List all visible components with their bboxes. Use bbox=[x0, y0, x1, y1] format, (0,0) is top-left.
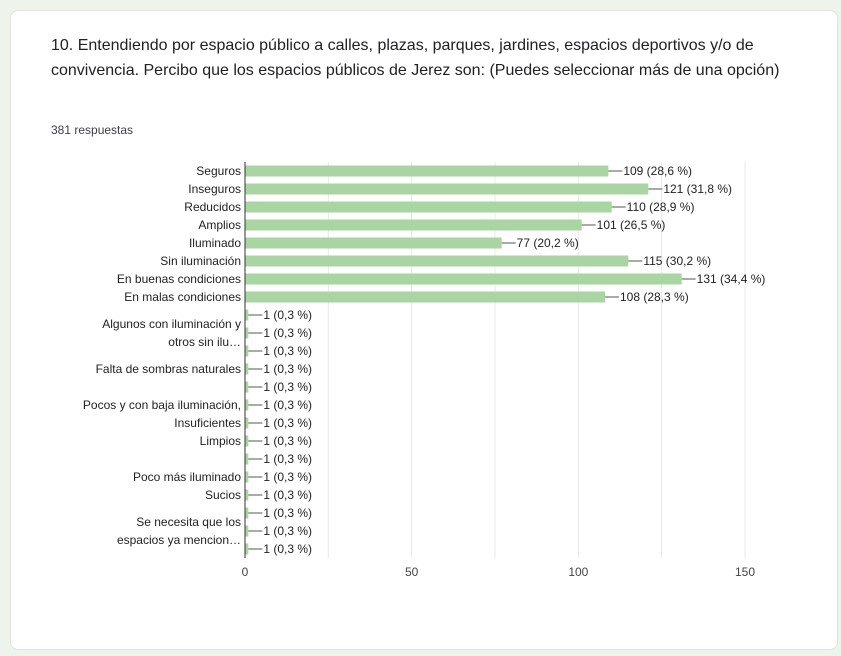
bar bbox=[245, 399, 249, 411]
bar bbox=[245, 183, 649, 195]
value-label: 1 (0,3 %) bbox=[263, 344, 312, 358]
bar bbox=[245, 525, 249, 537]
value-label: 1 (0,3 %) bbox=[263, 470, 312, 484]
bar bbox=[245, 237, 502, 249]
value-label: 1 (0,3 %) bbox=[263, 452, 312, 466]
bar bbox=[245, 435, 249, 447]
value-label: 77 (20,2 %) bbox=[517, 236, 579, 250]
value-label: 121 (31,8 %) bbox=[663, 182, 732, 196]
category-label: Pocos y con baja iluminación, bbox=[83, 398, 241, 412]
bar bbox=[245, 327, 249, 339]
value-label: 1 (0,3 %) bbox=[263, 326, 312, 340]
bar bbox=[245, 273, 682, 285]
bar bbox=[245, 345, 249, 357]
x-tick-label: 50 bbox=[405, 565, 419, 579]
bar bbox=[245, 543, 249, 555]
value-label: 101 (26,5 %) bbox=[597, 218, 666, 232]
value-label: 1 (0,3 %) bbox=[263, 542, 312, 556]
category-label: En buenas condiciones bbox=[117, 272, 241, 286]
value-label: 109 (28,6 %) bbox=[623, 164, 692, 178]
bar bbox=[245, 291, 605, 303]
x-tick-label: 100 bbox=[568, 565, 588, 579]
value-label: 1 (0,3 %) bbox=[263, 506, 312, 520]
category-label: Poco más iluminado bbox=[133, 470, 241, 484]
bar bbox=[245, 255, 629, 267]
value-label: 1 (0,3 %) bbox=[263, 380, 312, 394]
value-label: 110 (28,9 %) bbox=[627, 200, 695, 214]
value-label: 131 (34,4 %) bbox=[697, 272, 766, 286]
category-label: Iluminado bbox=[189, 236, 241, 250]
bar bbox=[245, 417, 249, 429]
value-label: 1 (0,3 %) bbox=[263, 488, 312, 502]
category-label: Sucios bbox=[205, 488, 241, 502]
category-label: En malas condiciones bbox=[124, 290, 241, 304]
category-label: Reducidos bbox=[184, 200, 241, 214]
bar bbox=[245, 381, 249, 393]
value-label: 115 (30,2 %) bbox=[643, 254, 711, 268]
category-label: Limpios bbox=[200, 434, 241, 448]
category-label: Algunos con iluminación y otros sin ilu… bbox=[102, 317, 241, 349]
bar bbox=[245, 471, 249, 483]
category-label: Amplios bbox=[198, 218, 241, 232]
category-label: Falta de sombras naturales bbox=[96, 362, 241, 376]
response-count: 381 respuestas bbox=[51, 123, 134, 137]
category-label: Se necesita que los espacios ya mencion… bbox=[117, 515, 241, 547]
value-label: 1 (0,3 %) bbox=[263, 434, 312, 448]
value-label: 1 (0,3 %) bbox=[263, 524, 312, 538]
question-card: 10. Entendiendo por espacio público a ca… bbox=[10, 10, 838, 650]
bar bbox=[245, 165, 609, 177]
x-tick-label: 0 bbox=[242, 565, 249, 579]
value-label: 1 (0,3 %) bbox=[263, 362, 312, 376]
value-label: 1 (0,3 %) bbox=[263, 308, 312, 322]
category-label: Inseguros bbox=[188, 182, 241, 196]
value-label: 108 (28,3 %) bbox=[620, 290, 689, 304]
bar bbox=[245, 309, 249, 321]
category-label: Insuficientes bbox=[174, 416, 241, 430]
bar bbox=[245, 489, 249, 501]
value-label: 1 (0,3 %) bbox=[263, 398, 312, 412]
bar bbox=[245, 453, 249, 465]
bar bbox=[245, 363, 249, 375]
bar bbox=[245, 507, 249, 519]
category-label: Seguros bbox=[196, 164, 241, 178]
x-tick-label: 150 bbox=[735, 565, 755, 579]
bar bbox=[245, 201, 612, 213]
bar bbox=[245, 219, 582, 231]
category-label: Sin iluminación bbox=[160, 254, 241, 268]
question-title: 10. Entendiendo por espacio público a ca… bbox=[51, 37, 780, 79]
value-label: 1 (0,3 %) bbox=[263, 416, 312, 430]
